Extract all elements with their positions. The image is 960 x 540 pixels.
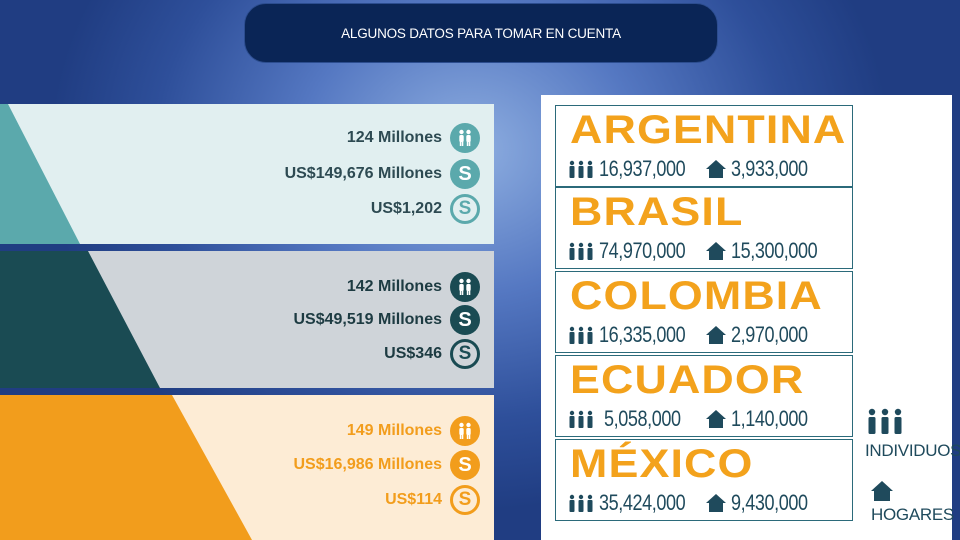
individuals-stat: 5,058,000 <box>568 406 697 432</box>
country-name: COLOMBIA <box>570 274 823 318</box>
people-icon <box>569 410 593 428</box>
house-icon <box>706 494 726 512</box>
dollar-icon: S <box>450 305 480 335</box>
individuals-value: 16,335,000 <box>599 322 686 347</box>
dollar-outline-icon: S <box>450 194 480 224</box>
people-icon <box>569 242 593 260</box>
gdp-row: US$49,519 Millones S <box>293 305 480 335</box>
country-card-brasil: BRASIL 74,970,000 15,300,000 <box>555 187 853 269</box>
individuals-stat: 74,970,000 <box>568 238 704 264</box>
individuals-stat: 16,937,000 <box>568 156 704 182</box>
population-row: 149 Millones <box>347 416 480 446</box>
dollar-outline-icon: S <box>450 339 480 369</box>
house-icon <box>706 160 726 178</box>
house-icon <box>706 410 726 428</box>
per-capita-value: US$346 <box>384 345 442 362</box>
gdp-value: US$49,519 Millones <box>293 311 442 328</box>
population-value: 124 Millones <box>346 129 442 146</box>
people-icon <box>450 123 480 153</box>
legend-individuals: INDIVIDUOS <box>865 441 960 460</box>
page-title-text: ALGUNOS DATOS PARA TOMAR EN CUENTA <box>341 25 621 41</box>
individuals-value: 35,424,000 <box>599 490 686 515</box>
population-value: 149 Millones <box>346 422 442 439</box>
house-icon <box>706 326 726 344</box>
gdp-row: US$149,676 Millones S <box>285 159 480 189</box>
group-panel-2: 142 Millones US$49,519 Millones S US$346… <box>0 251 494 388</box>
households-stat: 2,970,000 <box>706 322 824 348</box>
house-icon <box>706 242 726 260</box>
country-card-ecuador: ECUADOR 5,058,000 1,140,000 <box>555 355 853 437</box>
people-icon <box>450 272 480 302</box>
per-capita-row: US$114 S <box>385 485 480 515</box>
countries-panel: ARGENTINA 16,937,000 3,933,000 BRASIL 74… <box>541 95 960 540</box>
decorative-triangle <box>0 251 160 388</box>
households-value: 2,970,000 <box>731 322 808 347</box>
population-row: 124 Millones <box>347 123 480 153</box>
population-value: 142 Millones <box>346 278 442 295</box>
people-icon <box>450 416 480 446</box>
decorative-triangle <box>0 395 252 540</box>
legend-households: HOGARES <box>871 505 954 524</box>
households-value: 1,140,000 <box>731 406 808 431</box>
dollar-icon: S <box>450 450 480 480</box>
page-title: ALGUNOS DATOS PARA TOMAR EN CUENTA <box>244 3 718 63</box>
country-name: ECUADOR <box>570 358 805 402</box>
people-icon <box>868 408 902 434</box>
country-card-colombia: COLOMBIA 16,335,000 2,970,000 <box>555 271 853 353</box>
dollar-icon: S <box>450 159 480 189</box>
decorative-triangle <box>0 104 80 244</box>
individuals-stat: 35,424,000 <box>568 490 704 516</box>
group-panel-3: 149 Millones US$16,986 Millones S US$114… <box>0 395 494 540</box>
group-panel-1: 124 Millones US$149,676 Millones S US$1,… <box>0 104 494 244</box>
per-capita-value: US$1,202 <box>370 200 442 217</box>
country-card-argentina: ARGENTINA 16,937,000 3,933,000 <box>555 105 853 187</box>
households-stat: 3,933,000 <box>706 156 824 182</box>
gdp-value: US$149,676 Millones <box>284 165 442 182</box>
gdp-row: US$16,986 Millones S <box>293 450 480 480</box>
gdp-value: US$16,986 Millones <box>293 456 442 473</box>
per-capita-row: US$346 S <box>384 339 480 369</box>
households-stat: 1,140,000 <box>706 406 824 432</box>
individuals-value: 74,970,000 <box>599 238 686 263</box>
households-stat: 15,300,000 <box>706 238 836 264</box>
country-name: BRASIL <box>570 190 744 234</box>
per-capita-value: US$114 <box>385 491 442 508</box>
population-row: 142 Millones <box>347 272 480 302</box>
individuals-value: 5,058,000 <box>604 406 681 431</box>
households-value: 9,430,000 <box>731 490 808 515</box>
country-name: ARGENTINA <box>570 108 847 152</box>
dollar-outline-icon: S <box>450 485 480 515</box>
people-icon <box>569 160 593 178</box>
individuals-stat: 16,335,000 <box>568 322 704 348</box>
households-value: 15,300,000 <box>731 238 818 263</box>
individuals-value: 16,937,000 <box>599 156 686 181</box>
country-name: MÉXICO <box>570 442 754 486</box>
households-stat: 9,430,000 <box>706 490 824 516</box>
people-icon <box>569 326 593 344</box>
people-icon <box>569 494 593 512</box>
per-capita-row: US$1,202 S <box>371 194 480 224</box>
households-value: 3,933,000 <box>731 156 808 181</box>
country-card-mexico: MÉXICO 35,424,000 9,430,000 <box>555 439 853 521</box>
house-icon <box>871 481 893 501</box>
